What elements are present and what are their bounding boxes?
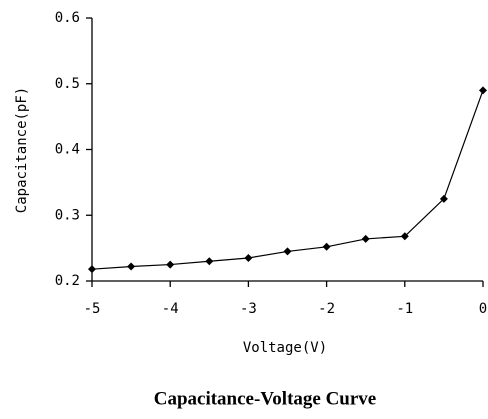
data-point [400,232,409,241]
x-tick-label: -3 [240,301,257,317]
data-point [88,265,96,274]
series-line [91,90,484,270]
data-point [127,262,136,271]
data-point [361,234,370,243]
data-point [166,260,175,269]
chart-title: Capacitance-Voltage Curve [154,388,377,409]
x-tick-label: 0 [479,301,487,317]
data-point [244,253,253,262]
y-tick-label: 0.4 [55,142,80,158]
data-point [283,247,292,256]
x-axis-label: Voltage(V) [243,340,327,356]
y-axis-label: Capacitance(pF) [14,87,30,213]
data-point [479,86,487,95]
x-tick-label: -5 [84,301,101,317]
y-tick-label: 0.2 [55,273,80,289]
data-point [439,194,448,203]
x-tick-label: -1 [396,301,413,317]
y-tick-label: 0.6 [55,10,80,26]
y-tick-label: 0.5 [55,76,80,92]
data-point [205,257,214,266]
y-tick-label: 0.3 [55,207,80,223]
x-tick-label: -2 [318,301,335,317]
x-tick-label: -4 [162,301,179,317]
data-point [322,242,331,251]
